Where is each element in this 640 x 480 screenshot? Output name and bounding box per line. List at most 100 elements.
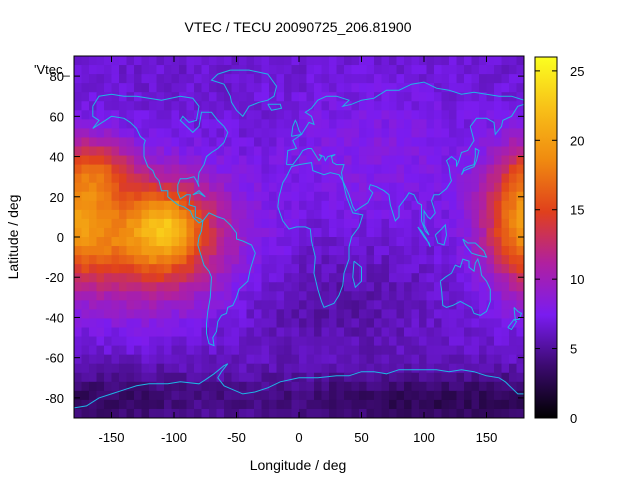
- coastline: [74, 363, 524, 409]
- heatmap-cell: [494, 191, 503, 202]
- heatmap-cell: [81, 128, 90, 139]
- heatmap-cell: [329, 173, 338, 184]
- heatmap-cell: [329, 300, 338, 310]
- heatmap-cell: [374, 309, 383, 320]
- heatmap-cell: [396, 345, 405, 356]
- heatmap-cell: [156, 291, 165, 301]
- heatmap-cell: [276, 381, 285, 392]
- heatmap-cell: [276, 92, 285, 102]
- heatmap-cell: [494, 74, 503, 84]
- heatmap-cell: [179, 264, 188, 274]
- heatmap-cell: [254, 309, 263, 320]
- heatmap-cell: [269, 128, 278, 139]
- heatmap-cell: [396, 291, 405, 301]
- heatmap-cell: [104, 155, 113, 166]
- heatmap-cell: [411, 119, 420, 129]
- heatmap-cell: [231, 255, 240, 265]
- heatmap-cell: [396, 83, 405, 93]
- heatmap-cell: [149, 164, 158, 175]
- heatmap-cell: [81, 399, 90, 410]
- heatmap-cell: [149, 273, 158, 283]
- heatmap-cell: [291, 336, 300, 347]
- heatmap-cell: [486, 282, 495, 292]
- heatmap-cell: [374, 336, 383, 347]
- heatmap-cell: [381, 336, 390, 347]
- heatmap-cell: [224, 264, 233, 274]
- heatmap-cell: [134, 336, 143, 347]
- heatmap-cell: [486, 182, 495, 193]
- heatmap-cell: [419, 300, 428, 310]
- heatmap-cell: [276, 318, 285, 329]
- coastline: [513, 307, 523, 320]
- heatmap-cell: [479, 65, 488, 75]
- heatmap-cell: [89, 137, 98, 148]
- heatmap-cell: [381, 119, 390, 129]
- heatmap-cell: [269, 345, 278, 356]
- heatmap-cell: [336, 408, 345, 418]
- coastline: [197, 212, 256, 347]
- heatmap-cell: [299, 291, 308, 301]
- heatmap-cell: [164, 246, 173, 256]
- heatmap-cell: [464, 110, 473, 120]
- heatmap-cell: [119, 173, 128, 184]
- heatmap-cell: [194, 209, 203, 220]
- heatmap-cell: [516, 128, 524, 139]
- heatmap-cell: [126, 146, 135, 157]
- heatmap-cell: [471, 345, 480, 356]
- heatmap-cell: [494, 65, 503, 75]
- heatmap-cell: [299, 182, 308, 193]
- heatmap-cell: [321, 255, 330, 265]
- heatmap-cell: [389, 173, 398, 184]
- heatmap-cell: [141, 390, 150, 401]
- heatmap-cell: [344, 155, 353, 166]
- heatmap-cell: [314, 227, 323, 238]
- heatmap-cell: [96, 318, 105, 329]
- heatmap-cell: [126, 408, 135, 418]
- heatmap-cell: [81, 327, 90, 338]
- heatmap-cell: [156, 255, 165, 265]
- heatmap-cell: [456, 101, 465, 111]
- heatmap-cell: [366, 218, 375, 229]
- heatmap-cell: [516, 137, 524, 148]
- heatmap-cell: [224, 101, 233, 111]
- heatmap-cell: [134, 246, 143, 256]
- heatmap-cell: [209, 381, 218, 392]
- heatmap-cell: [381, 237, 390, 247]
- heatmap-cell: [479, 173, 488, 184]
- heatmap-cell: [284, 264, 293, 274]
- heatmap-cell: [164, 300, 173, 310]
- heatmap-cell: [261, 164, 270, 175]
- heatmap-cell: [134, 327, 143, 338]
- heatmap-cell: [261, 218, 270, 229]
- heatmap-cell: [126, 164, 135, 175]
- heatmap-cell: [269, 372, 278, 383]
- heatmap-cell: [344, 74, 353, 84]
- heatmap-cell: [381, 200, 390, 211]
- heatmap-cell: [464, 227, 473, 238]
- heatmap-cell: [441, 146, 450, 157]
- heatmap-cell: [494, 381, 503, 392]
- heatmap-cell: [246, 309, 255, 320]
- heatmap-cell: [261, 300, 270, 310]
- heatmap-cell: [441, 408, 450, 418]
- heatmap-cell: [351, 65, 360, 75]
- heatmap-cell: [149, 363, 158, 374]
- heatmap-cell: [89, 255, 98, 265]
- heatmap-cell: [81, 119, 90, 129]
- heatmap-cell: [171, 227, 180, 238]
- heatmap-cell: [426, 255, 435, 265]
- heatmap-cell: [366, 155, 375, 166]
- heatmap-cell: [366, 282, 375, 292]
- heatmap-cell: [74, 318, 83, 329]
- heatmap-cell: [479, 200, 488, 211]
- heatmap-cell: [74, 74, 83, 84]
- heatmap-cell: [396, 273, 405, 283]
- heatmap-cell: [119, 83, 128, 93]
- heatmap-cell: [284, 363, 293, 374]
- heatmap-cell: [329, 227, 338, 238]
- heatmap-cell: [186, 92, 195, 102]
- heatmap-cell: [404, 282, 413, 292]
- heatmap-cell: [224, 119, 233, 129]
- heatmap-cell: [126, 381, 135, 392]
- heatmap-cell: [74, 101, 83, 111]
